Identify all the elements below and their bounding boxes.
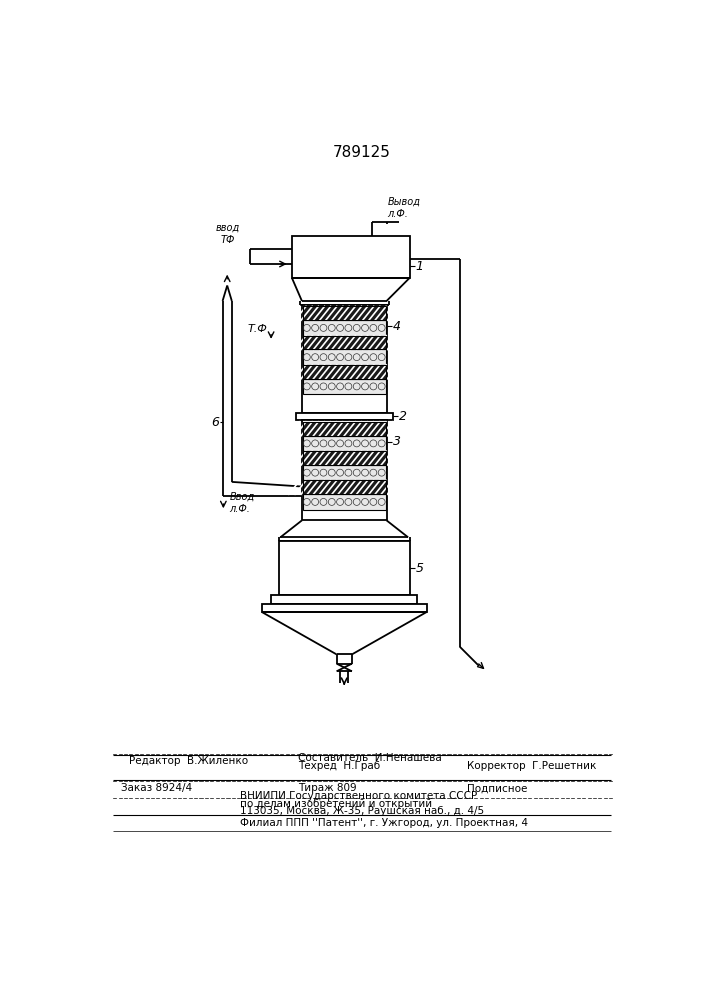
Text: Составитель  И.Ненашева: Составитель И.Ненашева: [298, 753, 442, 763]
Bar: [303, 336, 386, 349]
Text: ВНИИПИ Государственного комитета СССР: ВНИИПИ Государственного комитета СССР: [240, 791, 477, 801]
Text: Тираж 809: Тираж 809: [298, 783, 356, 793]
Text: Техред  Н.Граб: Техред Н.Граб: [298, 761, 380, 771]
Bar: [303, 336, 386, 349]
Bar: [303, 451, 386, 465]
Bar: [303, 451, 386, 465]
Bar: [303, 336, 386, 349]
Bar: [303, 365, 386, 379]
Bar: [303, 306, 386, 320]
Bar: [303, 480, 386, 494]
Text: 5: 5: [416, 562, 424, 575]
Text: 113035, Москва, Ж-35, Раушская наб., д. 4/5: 113035, Москва, Ж-35, Раушская наб., д. …: [240, 806, 484, 816]
Text: Т.Ф: Т.Ф: [247, 324, 267, 334]
Bar: [303, 306, 386, 320]
Text: по делам изобретений и открытий: по делам изобретений и открытий: [240, 799, 433, 809]
Text: 3: 3: [393, 435, 401, 448]
Bar: [303, 365, 386, 379]
Text: 2: 2: [399, 410, 407, 423]
Bar: [303, 379, 386, 394]
Text: Редактор  В.Жиленко: Редактор В.Жиленко: [129, 756, 247, 766]
Text: Вывод
л.Ф.: Вывод л.Ф.: [387, 197, 421, 219]
Bar: [303, 436, 386, 451]
Text: 6: 6: [211, 416, 218, 429]
Bar: [292, 235, 409, 278]
Bar: [303, 422, 386, 436]
Bar: [302, 420, 387, 520]
Text: 1: 1: [416, 260, 424, 273]
Bar: [303, 480, 386, 494]
Bar: [303, 480, 386, 494]
Text: Подписное: Подписное: [467, 783, 528, 793]
Bar: [303, 306, 386, 320]
Text: Ввод
л.Ф.: Ввод л.Ф.: [230, 492, 255, 514]
Text: Заказ 8924/4: Заказ 8924/4: [121, 783, 192, 793]
Text: 4: 4: [393, 320, 401, 333]
Bar: [303, 465, 386, 480]
Bar: [302, 305, 387, 413]
Bar: [303, 451, 386, 465]
Bar: [303, 422, 386, 436]
Text: Филиал ППП ''Патент'', г. Ужгород, ул. Проектная, 4: Филиал ППП ''Патент'', г. Ужгород, ул. П…: [240, 818, 528, 828]
Bar: [303, 349, 386, 365]
Bar: [296, 413, 393, 420]
Bar: [303, 494, 386, 510]
Bar: [262, 604, 426, 612]
Text: 789125: 789125: [333, 145, 391, 160]
Bar: [303, 365, 386, 379]
Bar: [303, 422, 386, 436]
Bar: [271, 595, 417, 604]
Text: Корректор  Г.Решетник: Корректор Г.Решетник: [467, 761, 597, 771]
Text: ввод
ТФ: ввод ТФ: [216, 223, 240, 245]
Bar: [303, 320, 386, 336]
Bar: [279, 541, 409, 595]
